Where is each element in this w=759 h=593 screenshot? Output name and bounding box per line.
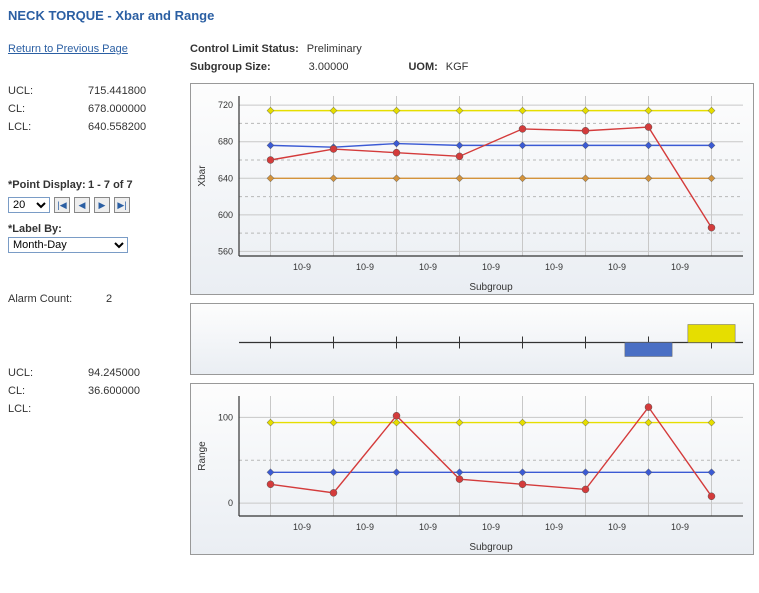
svg-text:10-9: 10-9 bbox=[482, 262, 500, 272]
status-value: Preliminary bbox=[307, 43, 362, 55]
svg-text:10-9: 10-9 bbox=[671, 522, 689, 532]
svg-text:10-9: 10-9 bbox=[482, 522, 500, 532]
prev-page-button[interactable]: ◀ bbox=[74, 197, 90, 213]
svg-text:10-9: 10-9 bbox=[419, 262, 437, 272]
left-panel: Return to Previous Page UCL:715.441800 C… bbox=[8, 43, 178, 563]
first-page-button[interactable]: |◀ bbox=[54, 197, 70, 213]
svg-text:680: 680 bbox=[218, 137, 233, 147]
svg-text:Subgroup: Subgroup bbox=[469, 542, 513, 553]
svg-text:10-9: 10-9 bbox=[419, 522, 437, 532]
alarm-chart bbox=[190, 303, 754, 375]
uom-label: UOM: bbox=[408, 61, 437, 73]
subgroup-size-label: Subgroup Size: bbox=[190, 61, 271, 73]
point-display-label: *Point Display: bbox=[8, 179, 88, 191]
lcl-label: LCL: bbox=[8, 121, 88, 133]
svg-text:Range: Range bbox=[197, 441, 208, 471]
svg-text:Xbar: Xbar bbox=[197, 165, 208, 187]
alarm-count-value: 2 bbox=[88, 293, 112, 305]
svg-text:720: 720 bbox=[218, 100, 233, 110]
svg-text:10-9: 10-9 bbox=[293, 522, 311, 532]
alarm-count-label: Alarm Count: bbox=[8, 293, 88, 305]
svg-text:10-9: 10-9 bbox=[608, 262, 626, 272]
range-ucl-label: UCL: bbox=[8, 367, 88, 379]
cl-value: 678.000000 bbox=[88, 103, 146, 115]
svg-text:10-9: 10-9 bbox=[356, 262, 374, 272]
label-by-label: *Label By: bbox=[8, 223, 178, 235]
svg-text:560: 560 bbox=[218, 246, 233, 256]
svg-text:10-9: 10-9 bbox=[545, 262, 563, 272]
ucl-value: 715.441800 bbox=[88, 85, 146, 97]
range-chart: 0 100 10-9 10-9 10-9 10-9 10-9 10-9 10-9 Subgroup… bbox=[190, 383, 754, 555]
svg-text:100: 100 bbox=[218, 412, 233, 422]
ucl-label: UCL: bbox=[8, 85, 88, 97]
range-lcl-label: LCL: bbox=[8, 403, 88, 415]
subgroup-size-value: 3.00000 bbox=[309, 61, 349, 73]
page-title: NECK TORQUE - Xbar and Range bbox=[8, 8, 751, 23]
svg-text:0: 0 bbox=[228, 498, 233, 508]
point-display-range: 1 - 7 of 7 bbox=[88, 179, 133, 191]
svg-text:Subgroup: Subgroup bbox=[469, 282, 513, 293]
status-label: Control Limit Status: bbox=[190, 43, 299, 55]
cl-label: CL: bbox=[8, 103, 88, 115]
range-cl-label: CL: bbox=[8, 385, 88, 397]
range-ucl-value: 94.245000 bbox=[88, 367, 140, 379]
svg-text:10-9: 10-9 bbox=[293, 262, 311, 272]
xbar-chart: 560 600 640 680 720 10-9 10-9 10-9 10-9 10-9 10-9 1… bbox=[190, 83, 754, 295]
svg-text:640: 640 bbox=[218, 173, 233, 183]
svg-text:10-9: 10-9 bbox=[608, 522, 626, 532]
uom-value: KGF bbox=[446, 61, 469, 73]
svg-text:10-9: 10-9 bbox=[671, 262, 689, 272]
page-size-select[interactable]: 20 bbox=[8, 197, 50, 213]
last-page-button[interactable]: ▶| bbox=[114, 197, 130, 213]
range-cl-value: 36.600000 bbox=[88, 385, 140, 397]
svg-text:10-9: 10-9 bbox=[356, 522, 374, 532]
svg-text:600: 600 bbox=[218, 210, 233, 220]
next-page-button[interactable]: ▶ bbox=[94, 197, 110, 213]
lcl-value: 640.558200 bbox=[88, 121, 146, 133]
label-by-select[interactable]: Month-Day bbox=[8, 237, 128, 253]
svg-text:10-9: 10-9 bbox=[545, 522, 563, 532]
return-link[interactable]: Return to Previous Page bbox=[8, 43, 128, 55]
